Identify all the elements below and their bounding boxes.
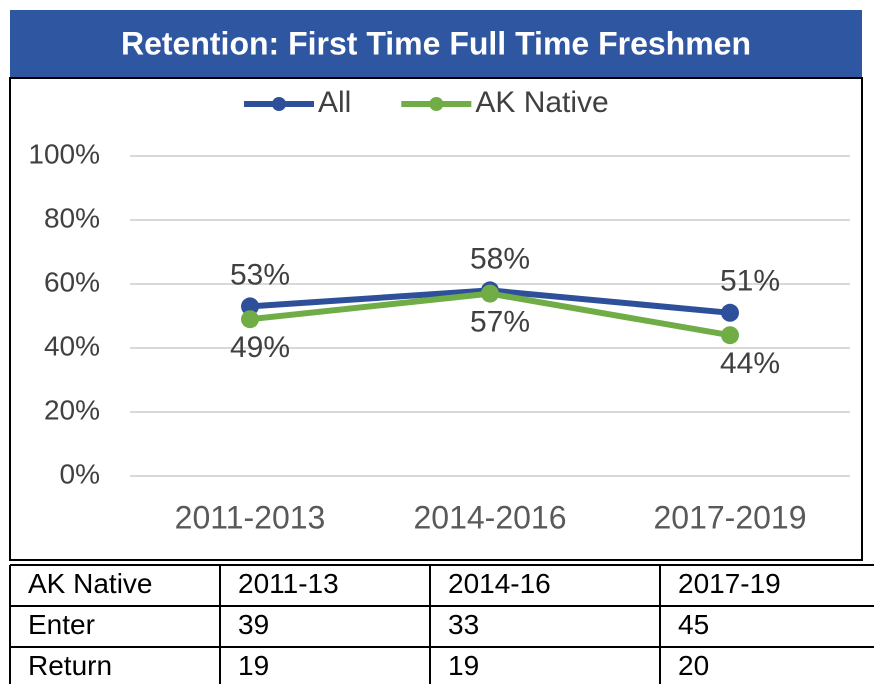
point — [241, 297, 259, 316]
legend-marker — [429, 97, 444, 111]
table-cell: 39 — [238, 609, 269, 640]
x-tick-label: 2017-2019 — [653, 499, 806, 535]
data-label: 49% — [230, 331, 290, 364]
legend-marker — [272, 97, 286, 111]
table-cell: AK Native — [28, 568, 153, 599]
data-label: 58% — [470, 242, 530, 275]
y-tick-label: 60% — [44, 266, 100, 297]
table-cell: 19 — [448, 650, 479, 681]
point — [721, 303, 739, 322]
legend-label: All — [318, 86, 351, 119]
x-tick-label: 2011-2013 — [175, 499, 326, 535]
data-label: 44% — [720, 347, 780, 380]
table-cell: Enter — [28, 609, 95, 640]
y-tick-label: 80% — [44, 202, 100, 233]
chart-frame — [9, 77, 863, 561]
table-cell: 2011-13 — [238, 568, 339, 599]
table-cell: 20 — [678, 650, 709, 681]
y-tick-label: 20% — [44, 394, 100, 425]
point — [241, 310, 259, 329]
data-label: 57% — [470, 306, 530, 339]
x-tick-label: 2014-2016 — [413, 499, 566, 535]
legend-label: AK Native — [475, 86, 608, 119]
data-label: 51% — [720, 265, 780, 298]
data-label: 53% — [230, 258, 290, 291]
y-tick-label: 100% — [28, 138, 100, 169]
point — [481, 284, 499, 303]
y-tick-label: 40% — [44, 330, 100, 361]
y-tick-label: 0% — [60, 458, 100, 489]
table-cell: 19 — [238, 650, 269, 681]
table-cell: Return — [28, 650, 112, 681]
point — [721, 326, 739, 345]
table-cell: 33 — [448, 609, 479, 640]
title-bar — [10, 10, 862, 78]
table-cell: 2017-19 — [678, 568, 781, 599]
table-cell: 2014-16 — [448, 568, 551, 599]
chart-title: Retention: First Time Full Time Freshmen — [121, 25, 751, 61]
table-cell: 45 — [678, 609, 709, 640]
